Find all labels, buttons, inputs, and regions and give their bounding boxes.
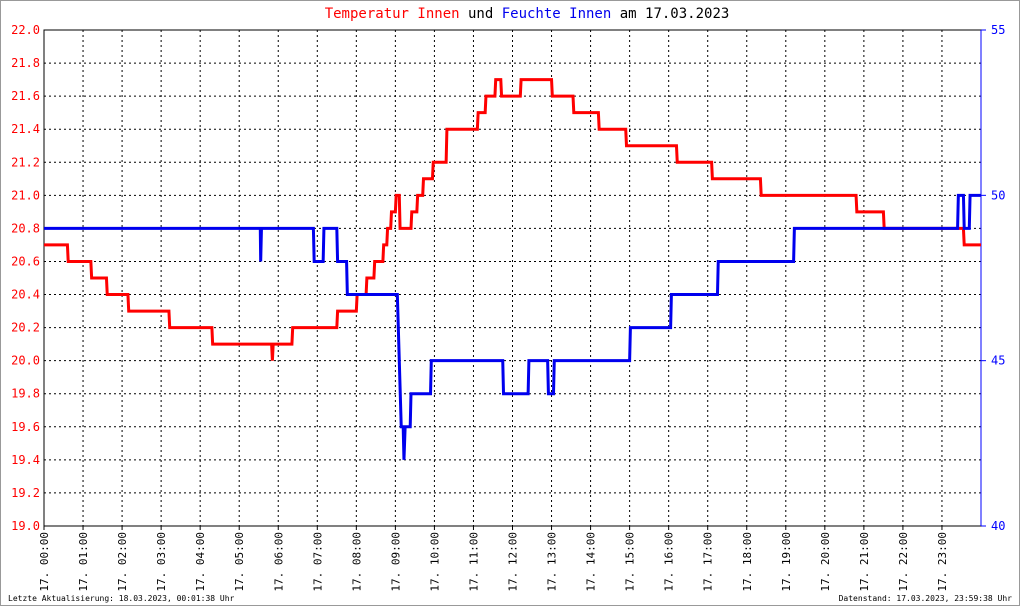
y-tick-label: 19.2 (11, 486, 40, 500)
y-tick-label: 21.4 (11, 122, 40, 136)
x-tick-label: 17. 15:00 (624, 532, 637, 592)
x-tick-label: 17. 01:00 (77, 532, 90, 592)
x-tick-label: 17. 16:00 (663, 532, 676, 592)
x-tick-label: 17. 10:00 (428, 532, 441, 592)
x-tick-label: 17. 20:00 (819, 532, 832, 592)
x-tick-label: 17. 17:00 (702, 532, 715, 592)
y2-tick-label: 45 (991, 354, 1005, 368)
y-tick-label: 19.8 (11, 387, 40, 401)
x-tick-label: 17. 13:00 (546, 532, 559, 592)
y-tick-label: 21.0 (11, 188, 40, 202)
y-tick-label: 19.6 (11, 420, 40, 434)
footer-right: Datenstand: 17.03.2023, 23:59:38 Uhr (839, 594, 1013, 603)
x-tick-label: 17. 19:00 (780, 532, 793, 592)
title-part: Temperatur Innen (325, 6, 460, 22)
x-tick-label: 17. 22:00 (897, 532, 910, 592)
y-tick-label: 20.0 (11, 354, 40, 368)
x-tick-label: 17. 08:00 (350, 532, 363, 592)
chart-title: Temperatur Innen und Feuchte Innen am 17… (325, 6, 730, 22)
y-tick-label: 22.0 (11, 23, 40, 37)
y-tick-label: 19.0 (11, 519, 40, 533)
y-tick-label: 21.2 (11, 155, 40, 169)
y-tick-label: 20.4 (11, 288, 40, 302)
x-tick-label: 17. 14:00 (585, 532, 598, 592)
y-tick-label: 20.2 (11, 321, 40, 335)
y-tick-label: 20.8 (11, 221, 40, 235)
y-tick-label: 20.6 (11, 254, 40, 268)
y2-tick-label: 50 (991, 188, 1005, 202)
title-part: Feuchte Innen (502, 6, 612, 22)
title-part: und (468, 6, 493, 22)
x-tick-label: 17. 12:00 (507, 532, 520, 592)
x-tick-label: 17. 21:00 (858, 532, 871, 592)
y2-tick-label: 55 (991, 23, 1005, 37)
y-tick-label: 21.8 (11, 56, 40, 70)
x-tick-label: 17. 03:00 (155, 532, 168, 592)
x-tick-label: 17. 09:00 (389, 532, 402, 592)
x-tick-label: 17. 02:00 (116, 532, 129, 592)
x-tick-label: 17. 11:00 (467, 532, 480, 592)
y-tick-label: 19.4 (11, 453, 40, 467)
x-tick-label: 17. 04:00 (194, 532, 207, 592)
series-line (44, 193, 981, 460)
y-tick-label: 21.6 (11, 89, 40, 103)
x-tick-label: 17. 07:00 (311, 532, 324, 592)
title-part: am 17.03.2023 (620, 6, 730, 22)
x-tick-label: 17. 00:00 (38, 532, 51, 592)
x-tick-label: 17. 06:00 (272, 532, 285, 592)
x-tick-label: 17. 23:00 (936, 532, 949, 592)
y2-tick-label: 40 (991, 519, 1005, 533)
series-line (44, 78, 981, 361)
x-tick-label: 17. 18:00 (741, 532, 754, 592)
footer-left: Letzte Aktualisierung: 18.03.2023, 00:01… (8, 594, 235, 603)
x-tick-label: 17. 05:00 (233, 532, 246, 592)
